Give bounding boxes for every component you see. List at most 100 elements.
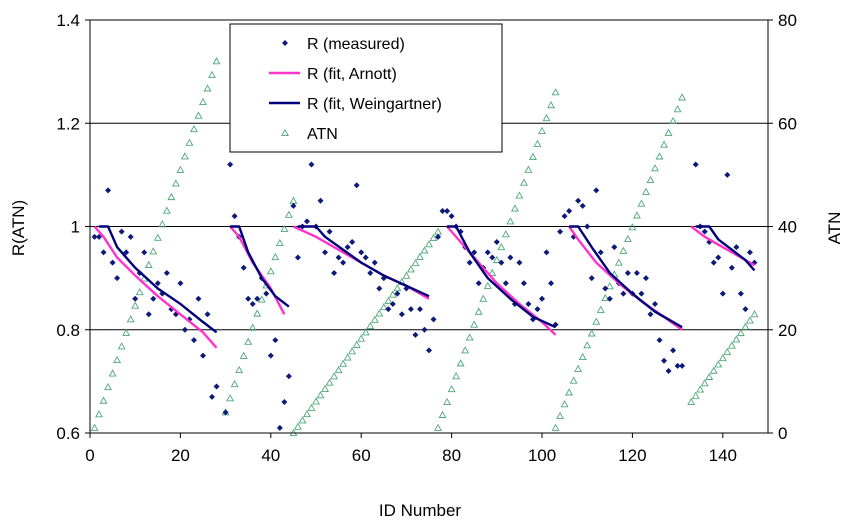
measured-point [222, 409, 229, 416]
atn-point [185, 138, 194, 146]
measured-point [227, 161, 234, 168]
atn-point [203, 84, 212, 92]
atn-point [307, 403, 316, 411]
atn-point [723, 347, 732, 355]
atn-point [411, 258, 420, 267]
atn-point [506, 217, 515, 225]
x-tick-label: 100 [528, 446, 556, 465]
measured-point [163, 269, 170, 276]
measured-point [539, 295, 545, 302]
measured-point [190, 337, 197, 344]
atn-point [565, 388, 574, 396]
measured-point [367, 269, 374, 276]
legend-label: R (measured) [307, 36, 405, 53]
atn-point [596, 305, 605, 313]
measured-point [272, 337, 279, 344]
measured-point [584, 223, 591, 230]
atn-point [316, 391, 325, 399]
y-tick-label: 0.6 [56, 424, 80, 443]
atn-point [718, 354, 727, 362]
y-axis-title: R(ATN) [9, 200, 28, 256]
atn-point [149, 247, 158, 255]
measured-point [439, 208, 446, 215]
atn-point [637, 199, 646, 207]
atn-point [271, 253, 280, 261]
measured-point [426, 347, 432, 354]
measured-point [317, 197, 324, 204]
atn-point [700, 379, 709, 387]
measured-point [652, 300, 658, 307]
atn-point [560, 400, 569, 408]
measured-point [421, 326, 428, 333]
atn-point [492, 255, 501, 264]
atn-point [253, 309, 262, 317]
atn-point [425, 240, 433, 248]
atn-point [126, 315, 135, 323]
measured-point [642, 275, 649, 282]
atn-point [312, 397, 320, 405]
atn-point [357, 334, 366, 342]
weingartner-fit-line [569, 225, 683, 329]
measured-point [620, 290, 627, 297]
measured-point [281, 399, 288, 406]
atn-point [171, 179, 180, 187]
atn-point [235, 365, 244, 374]
measured-point [353, 182, 360, 189]
atn-point [429, 233, 438, 241]
atn-point [325, 378, 334, 386]
atn-point [651, 164, 659, 172]
atn-point [208, 70, 217, 78]
atn-point [230, 380, 239, 388]
measured-point [520, 280, 527, 287]
measured-point [638, 290, 645, 297]
measured-point [444, 208, 451, 215]
measured-point [674, 362, 681, 369]
measured-point [593, 187, 600, 194]
atn-point [434, 423, 443, 431]
atn-point [587, 329, 596, 337]
atn-point [714, 360, 723, 368]
atn-point [158, 220, 167, 228]
atn-point [321, 384, 330, 392]
legend: R (measured) R (fit, Arnott) R (fit, Weing… [229, 23, 503, 153]
atn-point [547, 101, 556, 109]
atn-point [528, 152, 537, 160]
atn-point [366, 321, 375, 330]
atn-point [452, 372, 461, 380]
measured-point [534, 306, 541, 313]
arnott-fit-line [93, 225, 218, 349]
atn-point [551, 423, 560, 431]
atn-point [343, 353, 352, 361]
measured-point [200, 352, 206, 359]
atn-point [696, 385, 705, 393]
measured-point [322, 249, 329, 256]
measured-point [724, 171, 731, 178]
legend-marker-atn [281, 128, 289, 137]
atn-point [501, 230, 510, 238]
measured-point [543, 249, 550, 256]
atn-point [388, 290, 397, 298]
atn-point [212, 57, 221, 65]
atn-point [660, 140, 669, 148]
measured-point [349, 238, 356, 245]
measured-point [507, 254, 514, 261]
measured-point [209, 393, 216, 400]
atn-point [90, 423, 99, 431]
atn-point [176, 165, 185, 173]
measured-point [588, 275, 595, 282]
y2-tick-label: 60 [778, 114, 797, 133]
atn-point [226, 394, 235, 402]
x-tick-label: 0 [85, 446, 94, 465]
measured-point [91, 233, 98, 240]
measured-point [670, 347, 677, 354]
measured-point [475, 280, 482, 287]
atn-point [664, 128, 673, 136]
atn-point [470, 320, 479, 328]
measured-point [665, 368, 672, 375]
atn-point [370, 315, 379, 323]
weingartner-fit-line [447, 225, 557, 329]
measured-point [579, 202, 586, 209]
measured-point [611, 244, 618, 251]
atn-point [497, 243, 506, 251]
x-tick-label: 60 [352, 446, 371, 465]
